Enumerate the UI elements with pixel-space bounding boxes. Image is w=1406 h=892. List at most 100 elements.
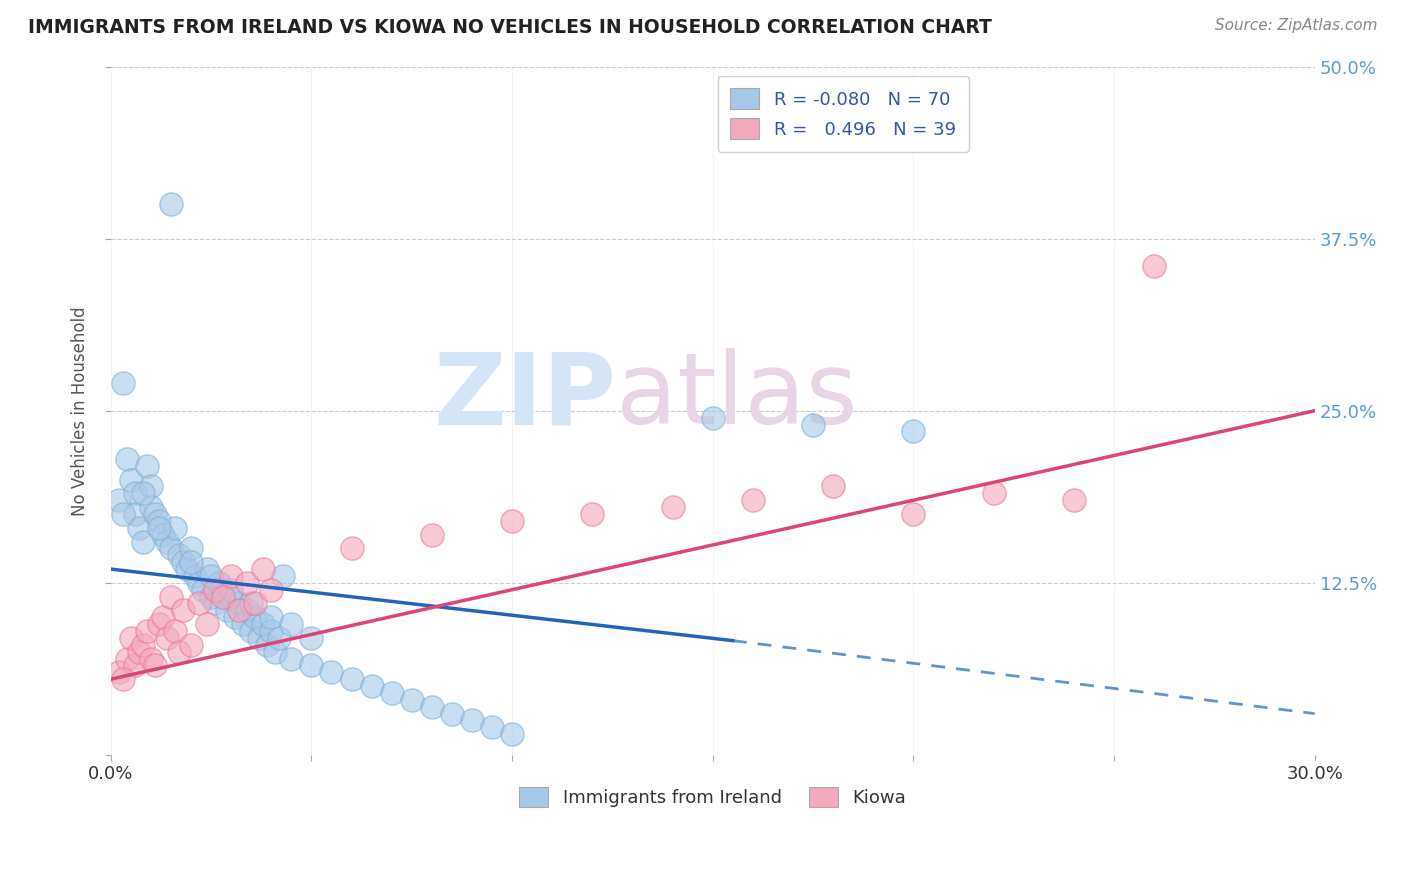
Point — [420, 699, 443, 714]
Point — [124, 486, 146, 500]
Point — [260, 582, 283, 597]
Text: Source: ZipAtlas.com: Source: ZipAtlas.com — [1215, 18, 1378, 33]
Point — [420, 527, 443, 541]
Point — [381, 686, 404, 700]
Point — [195, 562, 218, 576]
Point — [184, 569, 207, 583]
Point — [983, 486, 1005, 500]
Point — [128, 645, 150, 659]
Point — [219, 590, 242, 604]
Point — [1063, 493, 1085, 508]
Point — [120, 473, 142, 487]
Point — [260, 610, 283, 624]
Point — [200, 569, 222, 583]
Point — [273, 569, 295, 583]
Point — [360, 679, 382, 693]
Point — [107, 665, 129, 680]
Point — [139, 651, 162, 665]
Point — [702, 410, 724, 425]
Point — [135, 624, 157, 638]
Point — [224, 610, 246, 624]
Point — [120, 631, 142, 645]
Point — [115, 451, 138, 466]
Point — [245, 610, 267, 624]
Point — [252, 617, 274, 632]
Text: IMMIGRANTS FROM IRELAND VS KIOWA NO VEHICLES IN HOUSEHOLD CORRELATION CHART: IMMIGRANTS FROM IRELAND VS KIOWA NO VEHI… — [28, 18, 993, 37]
Point — [240, 624, 263, 638]
Point — [219, 582, 242, 597]
Point — [236, 575, 259, 590]
Point — [143, 507, 166, 521]
Point — [1143, 259, 1166, 273]
Point — [139, 479, 162, 493]
Point — [240, 597, 263, 611]
Point — [252, 562, 274, 576]
Point — [661, 500, 683, 515]
Point — [903, 507, 925, 521]
Point — [156, 631, 179, 645]
Point — [245, 597, 267, 611]
Point — [191, 582, 214, 597]
Point — [501, 514, 523, 528]
Point — [124, 507, 146, 521]
Point — [132, 486, 155, 500]
Point — [903, 425, 925, 439]
Point — [228, 603, 250, 617]
Point — [232, 617, 254, 632]
Point — [212, 590, 235, 604]
Point — [160, 197, 183, 211]
Point — [208, 575, 231, 590]
Point — [132, 638, 155, 652]
Point — [581, 507, 603, 521]
Point — [260, 624, 283, 638]
Point — [321, 665, 343, 680]
Point — [163, 521, 186, 535]
Point — [135, 458, 157, 473]
Y-axis label: No Vehicles in Household: No Vehicles in Household — [72, 306, 89, 516]
Point — [111, 376, 134, 391]
Point — [280, 617, 302, 632]
Point — [280, 651, 302, 665]
Point — [160, 541, 183, 556]
Point — [156, 534, 179, 549]
Point — [299, 631, 322, 645]
Point — [167, 549, 190, 563]
Point — [269, 631, 291, 645]
Point — [180, 638, 202, 652]
Text: ZIP: ZIP — [433, 349, 616, 445]
Point — [188, 597, 211, 611]
Point — [132, 534, 155, 549]
Point — [340, 672, 363, 686]
Point — [143, 658, 166, 673]
Point — [256, 638, 278, 652]
Point — [188, 575, 211, 590]
Point — [152, 527, 174, 541]
Point — [401, 693, 423, 707]
Point — [217, 603, 239, 617]
Point — [204, 597, 226, 611]
Point — [200, 590, 222, 604]
Point — [172, 555, 194, 569]
Point — [111, 507, 134, 521]
Point — [299, 658, 322, 673]
Point — [236, 603, 259, 617]
Point — [195, 617, 218, 632]
Legend: Immigrants from Ireland, Kiowa: Immigrants from Ireland, Kiowa — [512, 780, 914, 814]
Point — [204, 582, 226, 597]
Point — [107, 493, 129, 508]
Point — [247, 631, 270, 645]
Point — [176, 562, 198, 576]
Point — [139, 500, 162, 515]
Point — [111, 672, 134, 686]
Point — [163, 624, 186, 638]
Point — [228, 597, 250, 611]
Point — [172, 603, 194, 617]
Point — [152, 610, 174, 624]
Point — [264, 645, 287, 659]
Point — [167, 645, 190, 659]
Point — [180, 541, 202, 556]
Point — [128, 521, 150, 535]
Point — [741, 493, 763, 508]
Point — [148, 617, 170, 632]
Point — [160, 590, 183, 604]
